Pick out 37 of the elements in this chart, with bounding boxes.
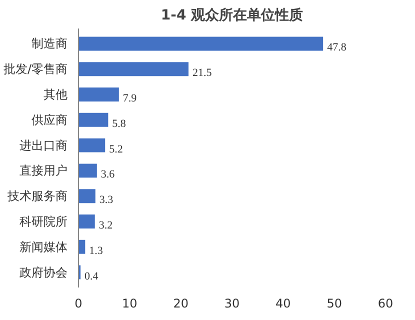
y-tick-label: 技术服务商 (6, 189, 68, 204)
bar (78, 62, 189, 76)
y-tick-label: 政府协会 (20, 265, 68, 280)
data-label: 1.3 (89, 244, 104, 257)
bar (78, 164, 97, 178)
data-label: 5.8 (112, 118, 126, 130)
y-tick-label: 科研院所 (20, 214, 68, 228)
bar (78, 112, 108, 127)
y-tick-label: 直接用户 (20, 164, 68, 178)
data-label: 3.2 (98, 219, 113, 232)
y-tick-label: 供应商 (32, 112, 68, 127)
bar (78, 240, 86, 254)
y-tick-label: 制造商 (32, 36, 68, 51)
x-tick-label: 0 (74, 296, 82, 310)
bar (78, 88, 119, 102)
data-label: 0.4 (84, 270, 99, 282)
x-tick-label: 20 (173, 296, 188, 310)
bar (78, 36, 324, 51)
x-tick-label: 50 (326, 296, 342, 310)
y-tick-label: 新闻媒体 (20, 240, 68, 254)
x-tick-label: 60 (378, 296, 394, 310)
data-label: 47.8 (327, 42, 347, 54)
bar (78, 138, 106, 152)
y-tick-label: 批发/零售商 (3, 62, 68, 76)
bar (78, 214, 95, 228)
data-label: 5.2 (109, 143, 123, 156)
data-label: 3.6 (100, 168, 116, 181)
chart-title: 1-4 观众所在单位性质 (160, 6, 304, 24)
bar (78, 189, 96, 204)
y-tick-label: 进出口商 (20, 138, 68, 152)
data-label: 7.9 (122, 92, 138, 105)
x-tick-label: 10 (122, 296, 138, 310)
y-tick-label: 其他 (44, 88, 68, 102)
data-label: 3.3 (99, 194, 114, 206)
x-tick-label: 30 (224, 296, 240, 310)
x-tick-label: 40 (276, 296, 291, 310)
data-label: 21.5 (192, 67, 212, 80)
